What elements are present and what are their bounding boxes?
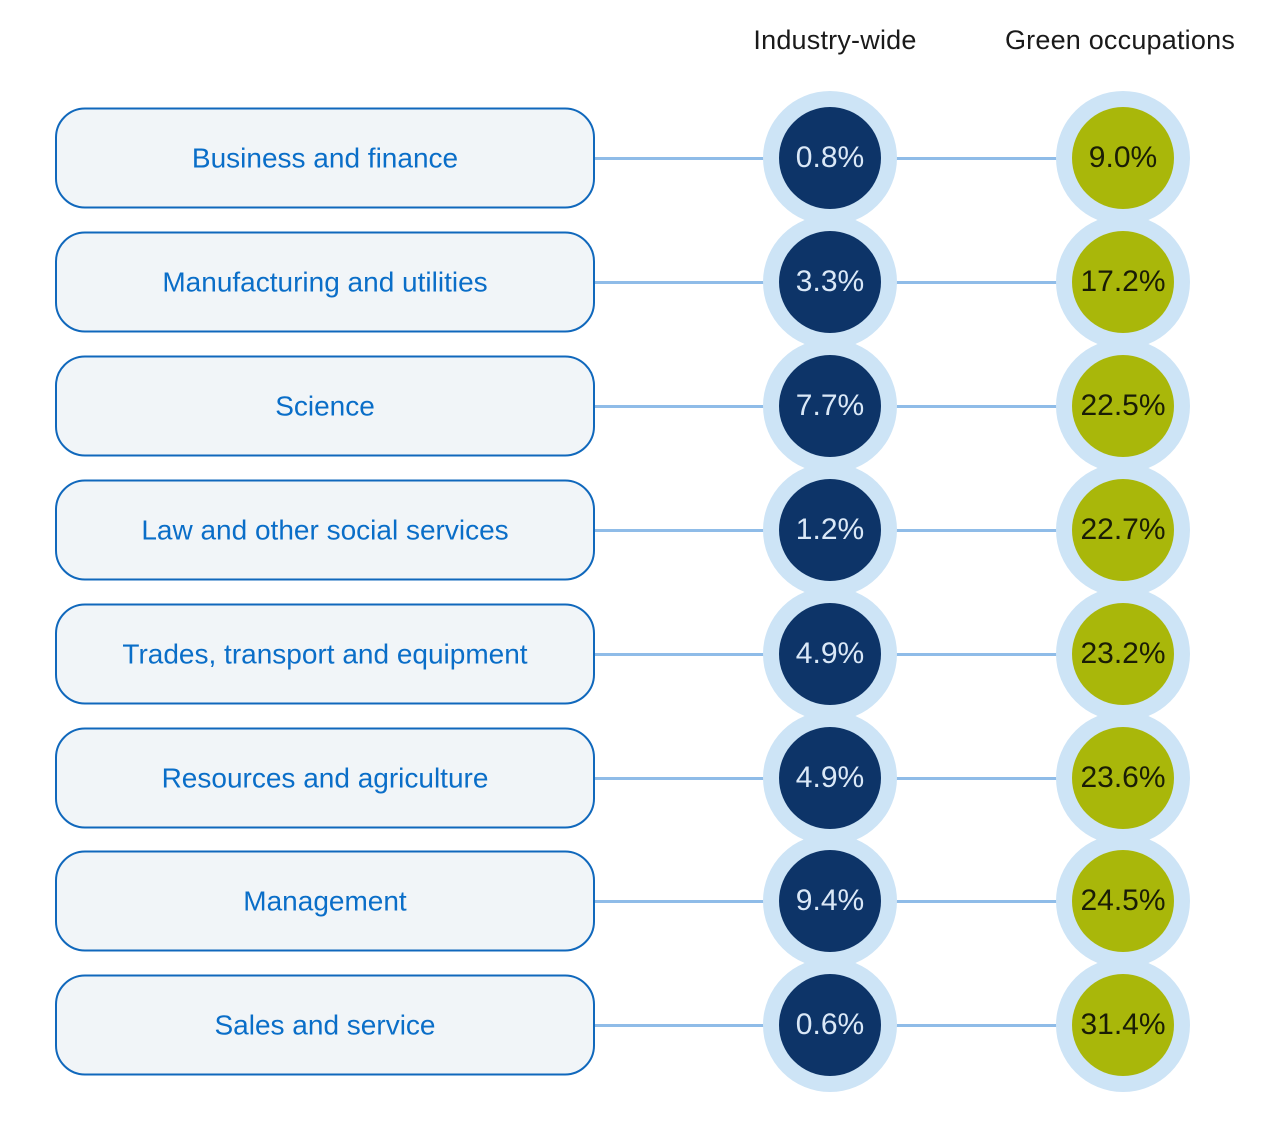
industry-wide-bubble: 0.8% bbox=[763, 91, 897, 225]
category-box: Science bbox=[55, 355, 595, 457]
industry-wide-value: 4.9% bbox=[779, 727, 881, 829]
industry-wide-value: 4.9% bbox=[779, 603, 881, 705]
industry-wide-value: 9.4% bbox=[779, 850, 881, 952]
category-box: Trades, transport and equipment bbox=[55, 603, 595, 705]
category-label: Manufacturing and utilities bbox=[162, 266, 488, 297]
green-occupations-value: 23.6% bbox=[1072, 727, 1174, 829]
industry-wide-bubble: 1.2% bbox=[763, 463, 897, 597]
category-label: Resources and agriculture bbox=[161, 762, 489, 793]
category-label: Business and finance bbox=[191, 142, 459, 173]
green-occupations-value: 24.5% bbox=[1072, 850, 1174, 952]
industry-wide-value: 7.7% bbox=[779, 355, 881, 457]
industry-wide-value: 0.6% bbox=[779, 974, 881, 1076]
category-label: Sales and service bbox=[214, 1009, 436, 1040]
green-occupations-value: 22.5% bbox=[1072, 355, 1174, 457]
category-box: Manufacturing and utilities bbox=[55, 231, 595, 333]
green-occupations-bubble: 24.5% bbox=[1056, 834, 1190, 968]
industry-wide-bubble: 3.3% bbox=[763, 215, 897, 349]
industry-wide-value: 3.3% bbox=[779, 231, 881, 333]
green-occupations-value: 17.2% bbox=[1072, 231, 1174, 333]
green-occupations-value: 22.7% bbox=[1072, 479, 1174, 581]
column-header-green-occupations: Green occupations bbox=[1004, 25, 1236, 55]
category-label: Trades, transport and equipment bbox=[122, 638, 528, 669]
category-box: Resources and agriculture bbox=[55, 727, 595, 829]
green-occupations-value: 31.4% bbox=[1072, 974, 1174, 1076]
category-label: Management bbox=[243, 885, 407, 916]
green-occupations-bubble: 23.2% bbox=[1056, 587, 1190, 721]
industry-wide-bubble: 4.9% bbox=[763, 587, 897, 721]
column-header-industry-wide: Industry-wide bbox=[753, 25, 917, 55]
industry-wide-value: 1.2% bbox=[779, 479, 881, 581]
industry-wide-bubble: 4.9% bbox=[763, 711, 897, 845]
category-box: Business and finance bbox=[55, 107, 595, 209]
category-label: Law and other social services bbox=[141, 514, 509, 545]
category-box: Management bbox=[55, 850, 595, 952]
category-box: Law and other social services bbox=[55, 479, 595, 581]
category-label: Science bbox=[275, 390, 375, 421]
green-occupations-bubble: 9.0% bbox=[1056, 91, 1190, 225]
industry-wide-bubble: 7.7% bbox=[763, 339, 897, 473]
category-box: Sales and service bbox=[55, 974, 595, 1076]
green-occupations-value: 23.2% bbox=[1072, 603, 1174, 705]
green-occupations-bubble: 22.7% bbox=[1056, 463, 1190, 597]
green-occupations-value: 9.0% bbox=[1072, 107, 1174, 209]
industry-wide-value: 0.8% bbox=[779, 107, 881, 209]
industry-wide-bubble: 0.6% bbox=[763, 958, 897, 1092]
green-occupations-bubble: 22.5% bbox=[1056, 339, 1190, 473]
green-occupations-bubble: 31.4% bbox=[1056, 958, 1190, 1092]
green-occupations-bubble: 23.6% bbox=[1056, 711, 1190, 845]
industry-wide-bubble: 9.4% bbox=[763, 834, 897, 968]
green-occupations-bubble: 17.2% bbox=[1056, 215, 1190, 349]
